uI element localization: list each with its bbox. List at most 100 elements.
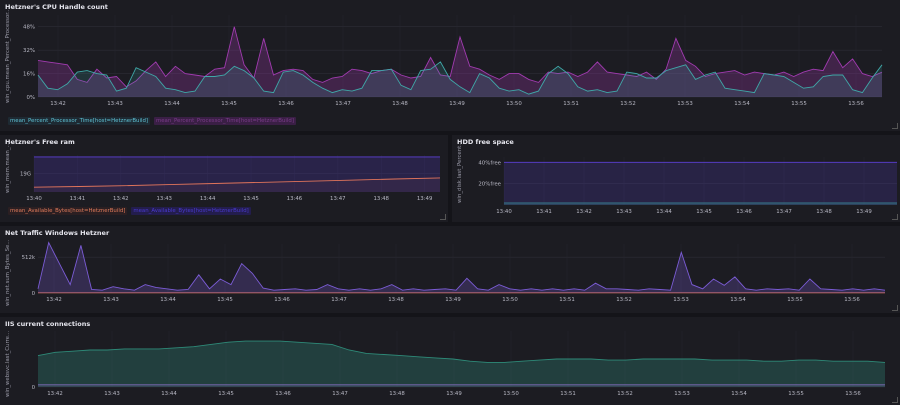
- x-tick-label: 13:54: [731, 391, 747, 397]
- ram-legend: mean_Available_Bytes[host=HetznerBuild] …: [8, 207, 251, 215]
- x-tick-label: 13:42: [46, 297, 62, 303]
- panel-hdd[interactable]: HDD free space win_disk.last_Percent... …: [452, 135, 900, 222]
- x-tick-label: 13:47: [330, 196, 346, 202]
- panel-net[interactable]: Net Traffic Windows Hetzner win_net.sum_…: [0, 226, 900, 313]
- x-tick-label: 13:40: [496, 209, 512, 215]
- x-tick-label: 13:50: [506, 101, 522, 107]
- y-tick-label: 40%free: [478, 160, 501, 166]
- panel-cpu[interactable]: Hetzner's CPU Handle count win_cpu.mean_…: [0, 0, 900, 131]
- panel-title[interactable]: Hetzner's Free ram: [5, 138, 75, 146]
- legend-item[interactable]: mean_Available_Bytes[host=HetznerBuild]: [8, 207, 128, 215]
- x-tick-label: 13:47: [776, 209, 792, 215]
- series-line: [37, 26, 883, 88]
- y-tick-label: 0: [32, 385, 36, 391]
- cpu-chart: 48% 32% 16% 0% 13:42 13:43 13:44 13:45 13:46 13:4…: [23, 15, 883, 107]
- y-tick-label: 0%: [26, 95, 35, 101]
- y-tick-label: 16%: [23, 72, 35, 78]
- panel-title[interactable]: IIS current connections: [5, 320, 91, 328]
- x-tick-label: 13:56: [845, 391, 861, 397]
- y-tick-label: 19G: [20, 172, 31, 178]
- x-tick-label: 13:51: [559, 297, 575, 303]
- x-tick-label: 13:41: [70, 196, 86, 202]
- x-tick-label: 13:43: [104, 391, 120, 397]
- x-tick-label: 13:42: [113, 196, 129, 202]
- series-line: [33, 177, 441, 188]
- resize-handle[interactable]: [892, 123, 898, 129]
- iis-chart: 0 13:42 13:43 13:44 13:45 13:46 13:47 13:48 13:4…: [32, 331, 886, 397]
- hdd-chart: 40%free 20%free 13:40 13:41 13:42 13:43 13:44 1…: [478, 157, 897, 215]
- x-tick-label: 13:42: [576, 209, 592, 215]
- x-tick-label: 13:43: [156, 196, 172, 202]
- x-tick-label: 13:45: [217, 297, 233, 303]
- x-tick-label: 13:42: [47, 391, 63, 397]
- x-tick-label: 13:45: [696, 209, 712, 215]
- series-area: [38, 242, 885, 293]
- series-line: [37, 340, 886, 363]
- panel-title[interactable]: Hetzner's CPU Handle count: [5, 3, 108, 11]
- x-tick-label: 13:47: [331, 297, 347, 303]
- series-area: [38, 384, 885, 387]
- x-tick-label: 13:46: [736, 209, 752, 215]
- x-tick-label: 13:46: [274, 297, 290, 303]
- x-tick-label: 13:47: [335, 101, 351, 107]
- y-tick-label: 32%: [23, 48, 35, 54]
- x-tick-label: 13:55: [791, 101, 807, 107]
- x-tick-label: 13:56: [844, 297, 860, 303]
- x-tick-label: 13:51: [560, 391, 576, 397]
- x-tick-label: 13:54: [734, 101, 750, 107]
- x-tick-label: 13:53: [674, 391, 690, 397]
- x-tick-label: 13:54: [730, 297, 746, 303]
- x-tick-label: 13:49: [856, 209, 872, 215]
- series-area: [34, 156, 440, 192]
- panel-title[interactable]: Net Traffic Windows Hetzner: [5, 229, 110, 237]
- resize-handle[interactable]: [440, 214, 446, 220]
- x-tick-label: 13:42: [50, 101, 66, 107]
- x-tick-label: 13:56: [848, 101, 864, 107]
- y-tick-label: 48%: [23, 25, 35, 31]
- y-tick-label: 512k: [22, 255, 36, 261]
- x-tick-label: 13:44: [200, 196, 216, 202]
- x-tick-label: 13:45: [243, 196, 259, 202]
- x-tick-label: 13:48: [388, 297, 404, 303]
- x-tick-label: 13:48: [816, 209, 832, 215]
- panel-ram[interactable]: Hetzner's Free ram win_mem.mean_... 19G 1…: [0, 135, 448, 222]
- x-tick-label: 13:44: [160, 297, 176, 303]
- series-area: [34, 177, 440, 192]
- x-tick-label: 13:50: [502, 297, 518, 303]
- panel-iis[interactable]: IIS current connections win_websvc.last_…: [0, 317, 900, 405]
- x-tick-label: 13:41: [536, 209, 552, 215]
- resize-handle[interactable]: [892, 397, 898, 403]
- x-tick-label: 13:53: [673, 297, 689, 303]
- x-tick-label: 13:55: [787, 297, 803, 303]
- x-tick-label: 13:50: [503, 391, 519, 397]
- x-tick-label: 13:44: [656, 209, 672, 215]
- y-tick-label: 20%free: [478, 182, 501, 188]
- series-area: [38, 341, 885, 387]
- series-line: [37, 241, 886, 291]
- x-tick-label: 13:48: [392, 101, 408, 107]
- x-tick-label: 13:48: [373, 196, 389, 202]
- x-tick-label: 13:45: [221, 101, 237, 107]
- x-tick-label: 13:49: [446, 391, 462, 397]
- x-tick-label: 13:46: [278, 101, 294, 107]
- resize-handle[interactable]: [892, 214, 898, 220]
- series-area: [38, 61, 882, 97]
- x-tick-label: 13:40: [26, 196, 42, 202]
- x-tick-label: 13:49: [449, 101, 465, 107]
- legend-item[interactable]: mean_Available_Bytes[host=HetznerBuild]: [131, 207, 251, 215]
- x-tick-label: 13:51: [563, 101, 579, 107]
- x-tick-label: 13:53: [677, 101, 693, 107]
- x-tick-label: 13:52: [617, 391, 633, 397]
- series-area: [504, 202, 897, 205]
- panel-title[interactable]: HDD free space: [457, 138, 514, 146]
- x-tick-label: 13:49: [445, 297, 461, 303]
- resize-handle[interactable]: [892, 305, 898, 311]
- ram-chart: 19G 13:40 13:41 13:42 13:43 13:44 13:45 13:46 13…: [20, 155, 441, 202]
- net-chart: 512k 0 13:42 13:43 13:44 13:45 13:46 13:47 13:48…: [22, 241, 886, 303]
- legend-item[interactable]: mean_Percent_Processor_Time[host=Hetzner…: [8, 117, 150, 125]
- x-tick-label: 13:43: [107, 101, 123, 107]
- x-tick-label: 13:45: [218, 391, 234, 397]
- legend-item[interactable]: mean_Percent_Processor_Time[host=Hetzner…: [153, 117, 296, 125]
- x-tick-label: 13:46: [275, 391, 291, 397]
- x-tick-label: 13:47: [332, 391, 348, 397]
